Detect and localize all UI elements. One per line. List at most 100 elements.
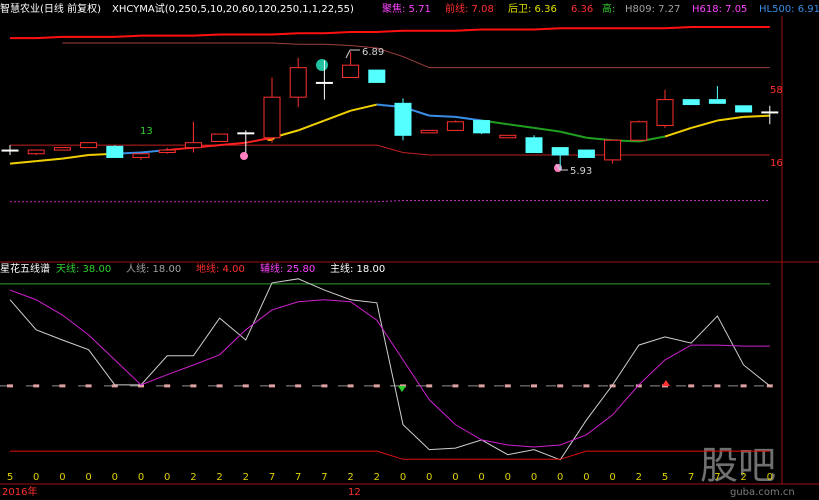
candle-body: [263, 96, 281, 139]
candle-body: [80, 142, 98, 149]
ma-segment: [219, 141, 246, 147]
dot: [635, 384, 642, 388]
indicator-name: XHCYMA试(0,250,5,10,20,60,120,250,1,1,22,…: [112, 2, 354, 15]
candle-body: [473, 120, 491, 134]
candle-body: [368, 69, 386, 83]
dot: [7, 384, 13, 388]
ma-segment: [664, 126, 692, 138]
candle-body: [211, 133, 229, 142]
ma-segment: [350, 103, 378, 112]
up-arrow: [662, 380, 670, 386]
dot: [452, 384, 459, 388]
annotation: 13: [140, 126, 153, 137]
candle-body: [577, 149, 595, 158]
dot: [740, 384, 747, 388]
ma-segment: [507, 123, 535, 129]
watermark-url: guba.com.cn: [730, 487, 795, 498]
dot: [59, 384, 66, 388]
header-item: 聚焦: 5.71: [382, 2, 431, 15]
ma-segment: [455, 115, 482, 122]
ma-segment: [245, 136, 273, 144]
bottom-number: 2: [636, 472, 642, 483]
band-line: [10, 199, 770, 203]
candle-body: [289, 67, 307, 98]
bottom-number: 2: [374, 472, 380, 483]
bottom-number: 0: [400, 472, 406, 483]
bottom-number: 0: [557, 472, 563, 483]
bottom-number: 7: [269, 472, 275, 483]
pointer: [345, 49, 360, 59]
sub-label: 天线: 38.00: [56, 262, 111, 275]
bottom-number: 0: [138, 472, 144, 483]
candle-body: [761, 111, 779, 114]
bottom-number: 2: [243, 472, 249, 483]
date-label: 2016年: [2, 485, 37, 498]
bottom-number: 5: [662, 472, 668, 483]
header-item: HL500: 6.91: [759, 4, 819, 15]
dot: [714, 384, 721, 388]
candle-body: [106, 145, 124, 158]
header-item: 前线: 7.08: [445, 2, 494, 15]
band-line: [10, 26, 770, 40]
dot: [164, 384, 171, 388]
dot: [557, 384, 564, 388]
header-item: H809: 7.27: [625, 4, 680, 15]
header-item: 高:: [602, 2, 615, 15]
watermark: 股吧: [700, 444, 776, 488]
candle-body: [525, 137, 543, 154]
candle-body: [315, 81, 333, 84]
candle-body: [708, 99, 726, 104]
candle-body: [158, 149, 176, 154]
candle-body: [420, 129, 438, 134]
icon: [554, 164, 562, 172]
dot: [269, 384, 275, 388]
icon: [316, 59, 328, 71]
dot: [478, 384, 485, 388]
dot: [295, 384, 302, 388]
candle-body: [184, 142, 202, 149]
ma-segment: [717, 115, 744, 122]
bottom-number: 7: [295, 472, 301, 483]
pointer: [555, 163, 568, 171]
bottom-number: 0: [583, 472, 589, 483]
candle-body: [735, 105, 753, 113]
bottom-number: 7: [321, 472, 327, 483]
annotation: 58: [770, 85, 783, 96]
bottom-number: 2: [347, 472, 353, 483]
ma-segment: [559, 130, 587, 139]
down-arrow: [398, 386, 406, 392]
bottom-number: 2: [216, 472, 222, 483]
bottom-number: 0: [478, 472, 484, 483]
candle-body: [499, 134, 517, 139]
sub-label: 地线: 4.00: [196, 262, 245, 275]
bottom-number: 0: [426, 472, 432, 483]
bottom-number: 0: [33, 472, 39, 483]
ma-segment: [690, 119, 718, 129]
header-item: H618: 7.05: [692, 4, 747, 15]
candle-body: [1, 149, 19, 152]
candle-body: [132, 153, 150, 158]
ma-segment: [9, 160, 37, 165]
dot: [426, 384, 433, 388]
sub-title: 星花五线谱: [0, 262, 50, 275]
bottom-number: 2: [190, 472, 196, 483]
bottom-number: 0: [452, 472, 458, 483]
bottom-number: 2: [740, 472, 746, 483]
bottom-number: 0: [767, 472, 773, 483]
ma-segment: [62, 153, 89, 160]
ma-segment: [36, 157, 63, 163]
ma-segment: [429, 114, 456, 118]
bottom-number: 0: [609, 472, 615, 483]
dot: [531, 384, 537, 388]
dot: [85, 384, 92, 388]
icon: [240, 152, 248, 160]
dot: [216, 384, 223, 388]
candle-body: [604, 139, 622, 161]
candle-body: [656, 99, 674, 126]
candle-body: [551, 147, 569, 156]
bottom-number: 0: [85, 472, 91, 483]
dot: [609, 384, 616, 388]
